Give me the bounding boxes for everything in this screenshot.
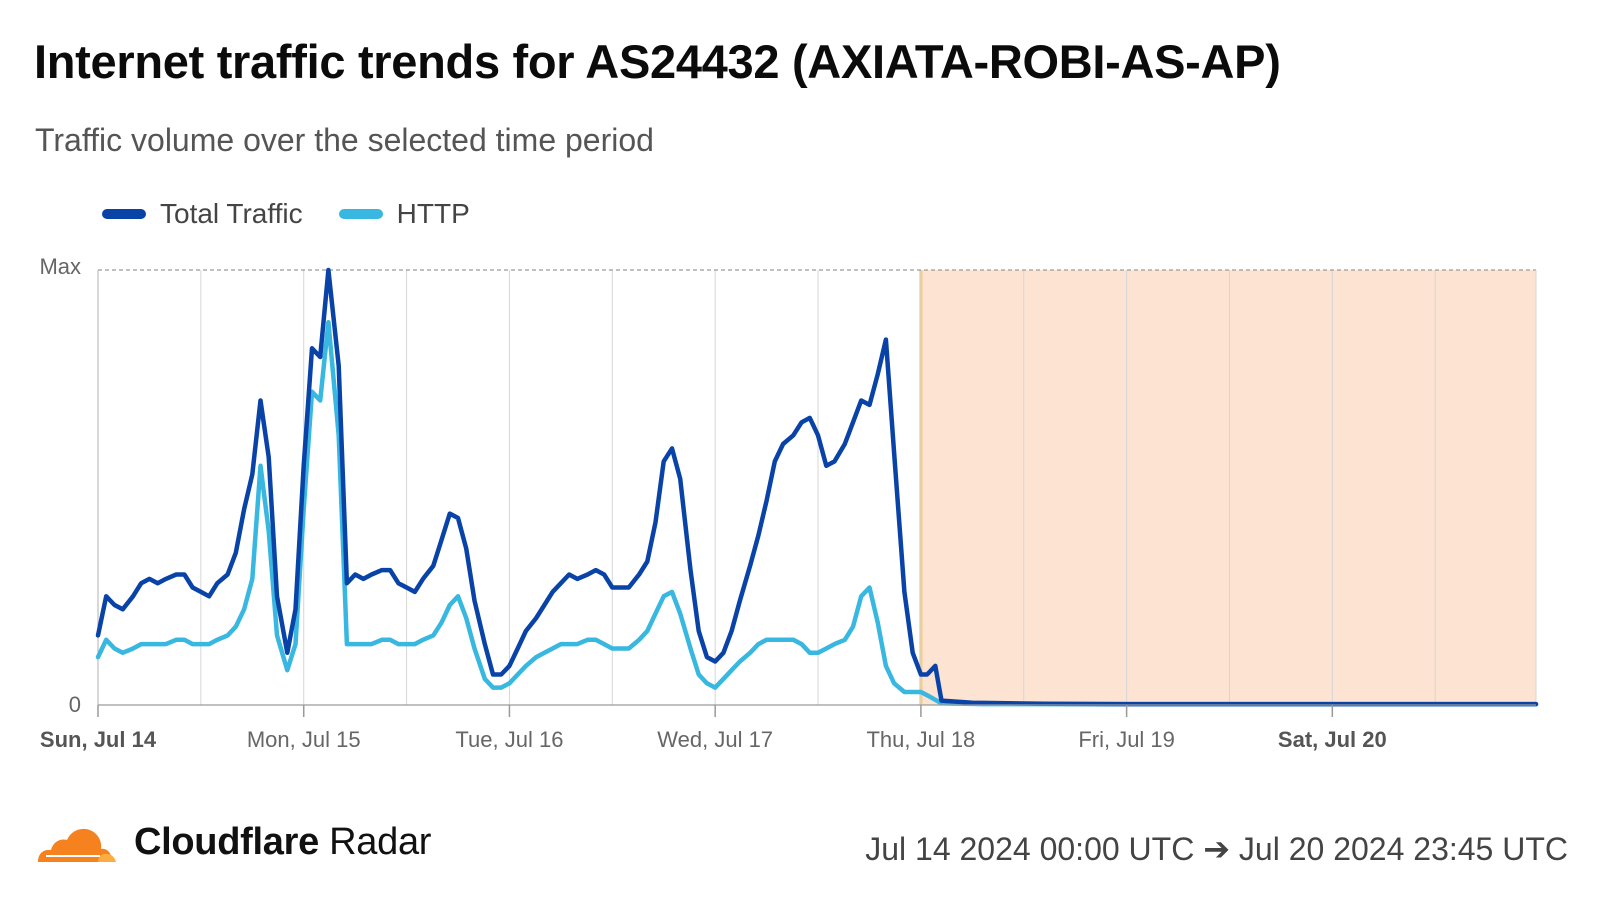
cloudflare-cloud-icon bbox=[38, 828, 116, 862]
x-tick-label: Sat, Jul 20 bbox=[1278, 727, 1387, 752]
y-tick-label-zero: 0 bbox=[69, 692, 81, 717]
x-tick-label: Sun, Jul 14 bbox=[40, 727, 157, 752]
legend-label-total-traffic: Total Traffic bbox=[160, 198, 303, 229]
page-subtitle: Traffic volume over the selected time pe… bbox=[35, 122, 654, 158]
series-line-total-traffic bbox=[95, 267, 1539, 707]
legend-label-http: HTTP bbox=[396, 198, 470, 229]
page-title: Internet traffic trends for AS24432 (AXI… bbox=[34, 35, 1281, 88]
series-line-http bbox=[95, 319, 1539, 707]
x-tick-label: Fri, Jul 19 bbox=[1078, 727, 1175, 752]
traffic-line-chart: Max 0 Sun, Jul 14 Mon, Jul 15 Tue, Jul 16 Wed… bbox=[39, 254, 1539, 752]
y-tick-label-max: Max bbox=[39, 254, 81, 279]
legend-swatch-http bbox=[338, 209, 383, 219]
chart-legend: Total Traffic HTTP bbox=[102, 198, 506, 230]
brand-product: Radar bbox=[318, 820, 432, 863]
legend-item-total-traffic[interactable]: Total Traffic bbox=[102, 198, 303, 230]
legend-item-http[interactable]: HTTP bbox=[338, 198, 470, 230]
cloudflare-radar-logo[interactable]: Cloudflare Radar bbox=[34, 820, 431, 864]
x-tick-label: Mon, Jul 15 bbox=[247, 727, 361, 752]
date-range: Jul 14 2024 00:00 UTC ➔ Jul 20 2024 23:4… bbox=[865, 831, 1568, 867]
outage-region bbox=[920, 270, 1536, 705]
x-tick-label: Wed, Jul 17 bbox=[657, 727, 773, 752]
x-tick-label: Thu, Jul 18 bbox=[866, 727, 975, 752]
legend-swatch-total-traffic bbox=[102, 209, 146, 219]
x-tick-label: Tue, Jul 16 bbox=[455, 727, 563, 752]
brand-name: Cloudflare bbox=[134, 820, 319, 863]
